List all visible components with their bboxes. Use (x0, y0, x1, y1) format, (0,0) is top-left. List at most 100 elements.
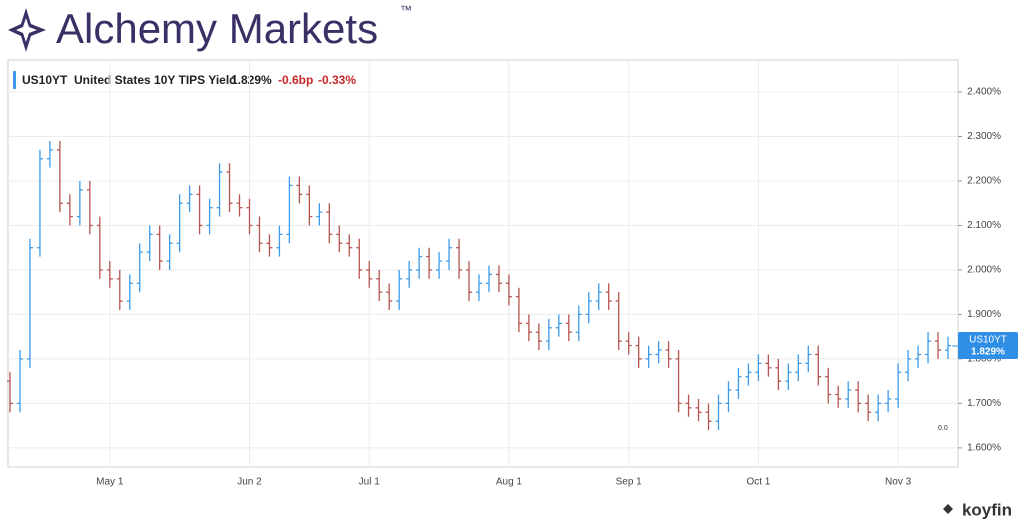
ohlc-bar (485, 265, 492, 293)
ohlc-bar (495, 265, 502, 293)
y-tick-label: 2.300% (967, 131, 1001, 142)
ohlc-bar (775, 358, 782, 391)
ohlc-bar (615, 292, 622, 351)
ohlc-bar (276, 225, 283, 257)
source-logo: koyfin (962, 500, 1012, 519)
x-tick-label: Aug 1 (496, 477, 523, 488)
ohlc-bar (7, 372, 13, 413)
logo-icon-inner (16, 18, 37, 42)
ohlc-bar (166, 234, 173, 270)
ohlc-bar (905, 350, 912, 382)
ohlc-bar (575, 305, 582, 342)
ohlc-bar (216, 163, 223, 217)
ohlc-bar (386, 283, 393, 310)
ohlc-bar (815, 345, 822, 386)
ohlc-bar (645, 345, 652, 368)
x-tick-label: Nov 3 (885, 477, 912, 488)
y-tick-label: 2.100% (967, 220, 1001, 231)
ohlc-bar (565, 314, 572, 342)
ohlc-bar (86, 180, 93, 235)
grid (8, 60, 958, 467)
ohlc-bar (16, 350, 23, 413)
ohlc-bar (935, 332, 942, 359)
trademark: ™ (400, 3, 412, 17)
ohlc-bar (505, 274, 512, 306)
ohlc-bar (875, 394, 882, 422)
y-tick-label: 1.700% (967, 398, 1001, 409)
ohlc-bar (825, 367, 832, 404)
ohlc-bar (66, 194, 73, 226)
ohlc-bar (156, 225, 163, 270)
ohlc-bar (535, 323, 542, 351)
ohlc-bar (895, 363, 902, 408)
ohlc-bar (705, 403, 712, 431)
ohlc-bar (316, 203, 323, 226)
ohlc-bar (306, 185, 313, 226)
ohlc-bar (416, 247, 423, 279)
last-value: 1.829% (231, 73, 272, 87)
ohlc-bar (595, 283, 602, 310)
ohlc-bar (296, 176, 303, 204)
ohlc-bar (675, 350, 682, 413)
ohlc-bar (56, 140, 63, 213)
ohlc-bar (106, 261, 113, 288)
y-tick-label: 1.800% (967, 354, 1001, 365)
ohlc-bar (376, 269, 383, 302)
ohlc-bar (366, 261, 373, 288)
ohlc-bar (585, 292, 592, 324)
ohlc-bar (136, 243, 143, 293)
ohlc-bar (256, 216, 263, 253)
ohlc-bar (715, 394, 722, 431)
ohlc-bar (336, 225, 343, 253)
x-tick-label: Sep 1 (616, 477, 643, 488)
ohlc-bar (745, 363, 752, 386)
ohlc-bar (855, 381, 862, 413)
ohlc-bar (625, 332, 632, 355)
change-pct: -0.33% (318, 73, 356, 87)
ohlc-bar (326, 203, 333, 244)
ohlc-bar (176, 194, 183, 253)
ohlc-bar (126, 274, 133, 310)
ohlc-bar (346, 234, 353, 257)
y-tick-label: 2.200% (967, 176, 1001, 187)
x-tick-label: Jul 1 (359, 477, 381, 488)
plot-frame (7, 59, 959, 468)
ohlc-bar (426, 247, 433, 279)
symbol: US10YT (22, 73, 68, 87)
y-tick-label: 1.600% (967, 443, 1001, 454)
ohlc-bar (785, 363, 792, 391)
ohlc-bar (396, 269, 403, 310)
ohlc-bar (96, 216, 103, 279)
ohlc-bar (26, 238, 33, 368)
ohlc-bar (476, 274, 482, 302)
ohlc-bar (266, 234, 273, 257)
ohlc-bar (685, 394, 692, 417)
ohlc-bar (446, 238, 453, 270)
ohlc-bar (196, 185, 203, 235)
ohlc-bar (186, 185, 193, 213)
ohlc-bar (865, 394, 872, 422)
ohlc-bar (885, 390, 892, 413)
ohlc-bar (525, 314, 532, 342)
ohlc-bar (246, 198, 253, 235)
ohlc-bar (795, 354, 802, 382)
ohlc-bar (515, 287, 522, 333)
ohlc-bar (835, 385, 842, 408)
ohlc-bar (545, 318, 552, 351)
ohlc-bar (695, 398, 702, 422)
ohlc-bar (945, 336, 951, 359)
ohlc-bar (76, 180, 83, 226)
source-icon (943, 504, 953, 514)
brand-logo: Alchemy Markets ™ (8, 3, 412, 52)
last-price-tag (958, 332, 1018, 360)
ohlc-bar (635, 336, 642, 368)
ohlc-bar (765, 354, 772, 377)
ohlc-bar (805, 345, 812, 373)
ohlc-bar (456, 238, 463, 279)
ohlc-bar (436, 252, 443, 279)
ohlc-bar (226, 163, 233, 213)
ohlc-bar (605, 283, 612, 310)
chart-title: United States 10Y TIPS Yield (74, 73, 237, 87)
ohlc-bar (406, 261, 413, 288)
